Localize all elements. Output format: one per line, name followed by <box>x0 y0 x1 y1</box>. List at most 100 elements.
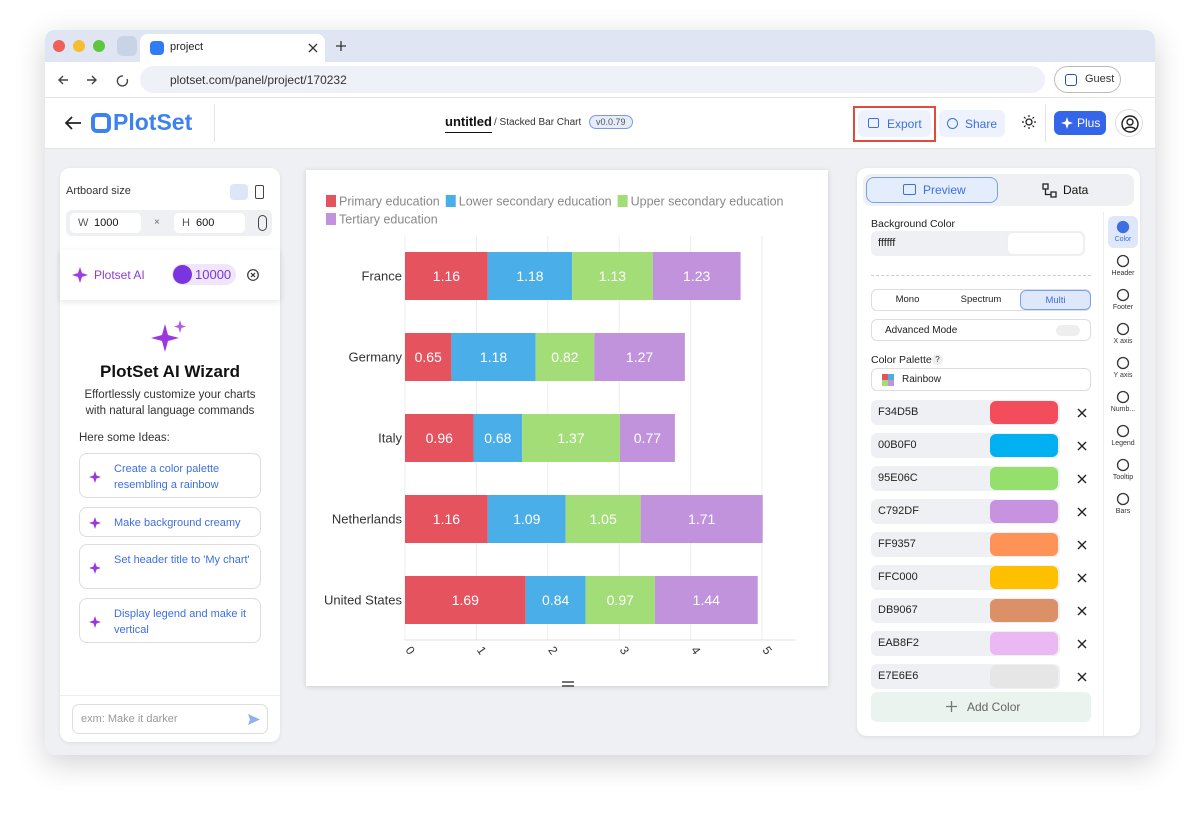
mode-option[interactable]: Multi <box>1020 290 1091 310</box>
theme-toggle[interactable] <box>1022 115 1036 129</box>
url-bar[interactable]: plotset.com/panel/project/170232 <box>140 66 1045 93</box>
palette-label: Color Palette <box>871 354 932 366</box>
sidebar-label[interactable]: Bars <box>1115 508 1131 515</box>
remove-icon <box>1077 606 1087 616</box>
bar-segment <box>405 252 488 300</box>
avatar[interactable] <box>1115 109 1143 137</box>
sidebar-icon[interactable] <box>1116 458 1130 472</box>
idea-button[interactable]: Display legend and make it vertical <box>79 598 261 643</box>
guest-button[interactable]: Guest <box>1054 66 1121 93</box>
sidebar-icon[interactable] <box>1116 492 1130 506</box>
back-arrow[interactable] <box>64 115 82 131</box>
remove-color[interactable] <box>1077 606 1087 616</box>
project-title[interactable]: untitled <box>445 114 492 133</box>
artboard-label: Artboard size <box>66 185 131 197</box>
avatar-icon <box>1121 115 1139 133</box>
sidebar-label[interactable]: Color <box>1114 236 1132 243</box>
remove-color[interactable] <box>1077 672 1087 682</box>
icon-shape <box>1116 356 1130 370</box>
color-swatch[interactable] <box>990 665 1058 688</box>
sidebar-label[interactable]: Y axis <box>1113 372 1133 379</box>
sidebar-icon[interactable] <box>1116 356 1130 370</box>
color-row: DB9067 <box>871 598 1060 623</box>
remove-color[interactable] <box>1077 408 1087 418</box>
app-header: PlotSet untitled / Stacked Bar Chart v0.… <box>45 98 1155 149</box>
sidebar-label[interactable]: Numb... <box>1110 406 1136 413</box>
desktop-toggle[interactable] <box>230 184 248 200</box>
data-label: 0.68 <box>484 430 511 446</box>
remove-color[interactable] <box>1077 441 1087 451</box>
color-swatch[interactable] <box>990 566 1058 589</box>
idea-button[interactable]: Make background creamy <box>79 507 261 537</box>
sidebar-icon[interactable] <box>1116 424 1130 438</box>
color-swatch[interactable] <box>990 533 1058 556</box>
width-value: 1000 <box>94 217 119 229</box>
project-subtitle: / Stacked Bar Chart <box>494 117 582 128</box>
idea-button[interactable]: Set header title to 'My chart' <box>79 544 261 589</box>
background-swatch[interactable] <box>1007 232 1084 255</box>
share-label: Share <box>965 117 998 131</box>
palette-select[interactable]: Rainbow <box>871 368 1091 391</box>
advanced-mode-row: Advanced Mode <box>871 319 1091 341</box>
bar-segment <box>535 333 595 381</box>
lock-ratio[interactable] <box>258 215 267 231</box>
sidebar-label[interactable]: Tooltip <box>1112 474 1134 481</box>
remove-color[interactable] <box>1077 573 1087 583</box>
tab-menu[interactable] <box>117 36 137 56</box>
active-tab[interactable]: project <box>140 34 325 62</box>
data-label: 1.13 <box>599 268 626 284</box>
ai-label: Plotset AI <box>94 268 145 282</box>
remove-icon <box>1077 672 1087 682</box>
ai-close[interactable] <box>247 269 259 281</box>
share-button[interactable]: Share <box>939 110 1005 137</box>
data-label: 1.05 <box>590 511 617 527</box>
sidebar-label[interactable]: Footer <box>1112 304 1134 311</box>
new-tab[interactable] <box>335 40 347 52</box>
color-swatch[interactable] <box>990 500 1058 523</box>
remove-icon <box>1077 507 1087 517</box>
sidebar-label[interactable]: Header <box>1111 270 1135 277</box>
mode-option[interactable]: Mono <box>895 294 920 305</box>
nav-buttons[interactable] <box>57 73 137 87</box>
background-color-input[interactable]: ffffff <box>871 231 1085 256</box>
mobile-toggle[interactable] <box>255 185 264 199</box>
sidebar-icon[interactable] <box>1116 322 1130 336</box>
export-button[interactable]: Export <box>858 110 931 137</box>
color-row: E7E6E6 <box>871 664 1060 689</box>
sidebar-icon[interactable] <box>1116 390 1130 404</box>
remove-color[interactable] <box>1077 507 1087 517</box>
color-swatch[interactable] <box>990 401 1058 424</box>
add-color-button[interactable]: Add Color <box>871 692 1091 722</box>
remove-color[interactable] <box>1077 639 1087 649</box>
plus-button[interactable]: Plus <box>1054 111 1106 135</box>
preview-tab[interactable]: Preview <box>866 177 998 203</box>
mode-option[interactable]: Spectrum <box>960 294 1002 305</box>
sidebar-label[interactable]: Legend <box>1111 440 1135 447</box>
data-label: 0.82 <box>551 349 578 365</box>
color-row: F34D5B <box>871 400 1060 425</box>
height-input[interactable]: H 600 <box>174 213 245 233</box>
color-swatch[interactable] <box>990 467 1058 490</box>
remove-color[interactable] <box>1077 540 1087 550</box>
send-icon[interactable] <box>248 714 260 725</box>
tab-close[interactable] <box>308 43 318 53</box>
wizard-title: PlotSet AI Wizard <box>100 362 240 381</box>
color-swatch[interactable] <box>990 632 1058 655</box>
sidebar-icon[interactable] <box>1116 288 1130 302</box>
remove-color[interactable] <box>1077 474 1087 484</box>
bar-segment <box>487 495 566 543</box>
wizard-icon <box>151 320 186 352</box>
color-swatch[interactable] <box>990 434 1058 457</box>
palette-help[interactable]: ? <box>932 354 943 365</box>
tab-label[interactable]: Data <box>1063 183 1089 197</box>
idea-button[interactable]: Create a color palette resembling a rain… <box>79 453 261 498</box>
resize-handle[interactable] <box>562 681 574 687</box>
advanced-mode-toggle[interactable] <box>1056 325 1080 336</box>
color-swatch[interactable] <box>990 599 1058 622</box>
sidebar-icon[interactable] <box>1116 220 1130 234</box>
width-input[interactable]: W 1000 <box>70 213 141 233</box>
sidebar-icon[interactable] <box>1116 254 1130 268</box>
chart: Primary education Lower secondary educati… <box>324 195 796 657</box>
sidebar-label[interactable]: X axis <box>1113 338 1133 345</box>
prompt-input[interactable]: exm: Make it darker <box>72 704 268 734</box>
